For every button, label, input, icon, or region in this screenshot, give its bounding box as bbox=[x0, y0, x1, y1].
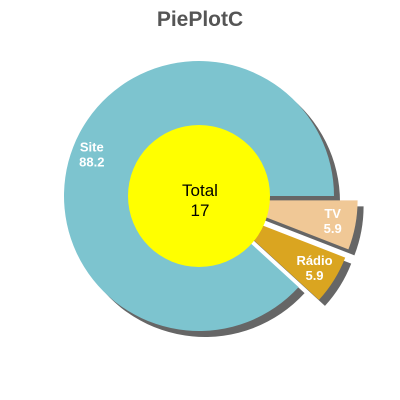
slice-label-value-tv: 5.9 bbox=[324, 221, 342, 236]
slice-label-name-tv: TV bbox=[324, 206, 341, 221]
chart-title: PiePlotC bbox=[157, 8, 243, 31]
slice-label-name-rádio: Rádio bbox=[296, 253, 332, 268]
slice-label-name-site: Site bbox=[80, 139, 104, 154]
center-disc bbox=[128, 125, 270, 267]
center-label: Total bbox=[182, 181, 218, 200]
slice-label-value-rádio: 5.9 bbox=[305, 268, 323, 283]
center-value: 17 bbox=[191, 201, 210, 220]
slice-label-value-site: 88.2 bbox=[79, 154, 104, 169]
